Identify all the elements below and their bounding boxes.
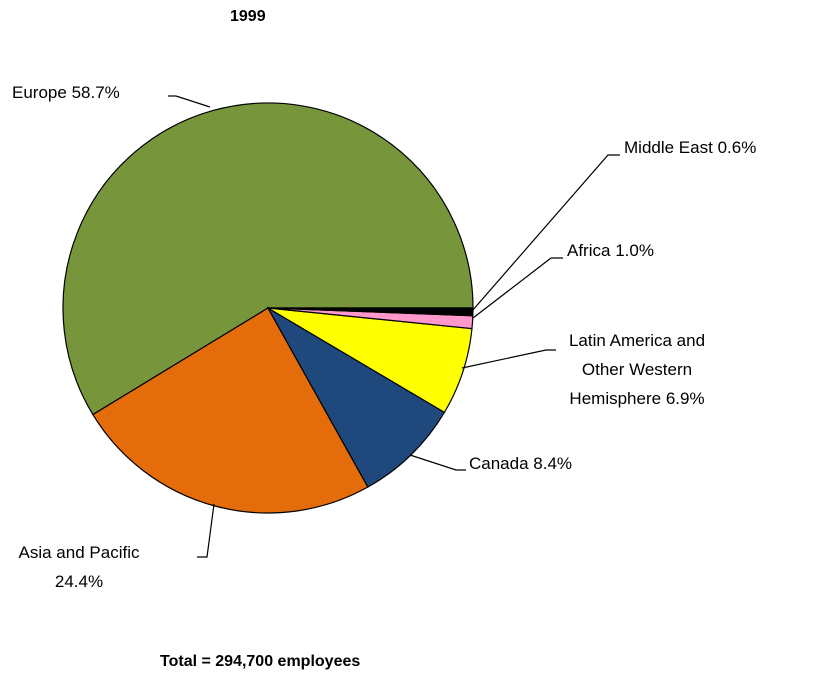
value-label: 8.4% xyxy=(533,454,573,473)
value-label: 6.9% xyxy=(665,389,705,408)
slice-label: Europe 58.7% xyxy=(12,78,182,107)
leader-line xyxy=(197,503,215,558)
category-label: Latin America and Other Western Hemisphe… xyxy=(568,331,706,408)
pie-slice xyxy=(267,307,474,317)
slice-label: Asia and Pacific 24.4% xyxy=(10,538,148,596)
value-label: 24.4% xyxy=(54,572,104,591)
slice-label: Latin America and Other Western Hemisphe… xyxy=(548,326,726,413)
value-label: 0.6% xyxy=(717,138,757,157)
pie-slice xyxy=(62,102,474,416)
category-label: Asia and Pacific xyxy=(18,543,140,562)
leader-line xyxy=(471,154,620,312)
category-label: Middle East xyxy=(624,138,713,157)
slice-label: Canada 8.4% xyxy=(469,449,629,478)
total-annotation: Total = 294,700 employees xyxy=(160,653,361,670)
pie-slice xyxy=(92,307,369,514)
leader-line xyxy=(472,257,563,319)
category-label: Europe xyxy=(12,83,67,102)
slice-label: Africa 1.0% xyxy=(567,236,707,265)
category-label: Canada xyxy=(469,454,529,473)
value-label: 58.7% xyxy=(71,83,120,102)
slice-label: Middle East 0.6% xyxy=(624,133,814,162)
leader-line xyxy=(409,454,466,471)
leader-line xyxy=(461,349,556,369)
chart-title: 1999 xyxy=(230,8,266,25)
category-label: Africa xyxy=(567,241,611,260)
value-label: 1.0% xyxy=(615,241,654,260)
leader-line xyxy=(168,95,211,108)
